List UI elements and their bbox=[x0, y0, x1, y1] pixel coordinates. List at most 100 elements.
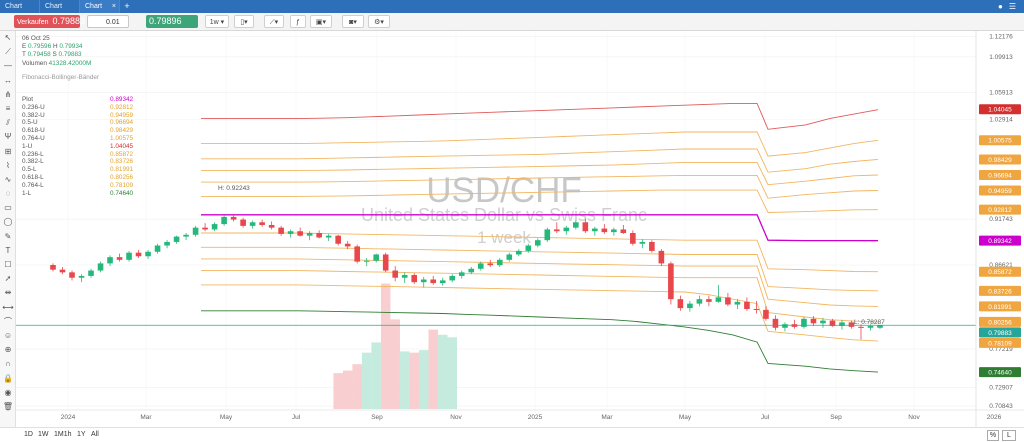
fib-level-label: 0.236-U bbox=[22, 103, 45, 111]
candle-body bbox=[468, 268, 475, 273]
ruler-icon[interactable]: ⇹ bbox=[4, 288, 12, 298]
range-1m1h-button[interactable]: 1M1h bbox=[54, 431, 72, 438]
fib-level-value: 1.00575 bbox=[110, 134, 134, 142]
candle-body bbox=[573, 222, 579, 228]
chart-type-dropdown[interactable]: ▯▾ bbox=[234, 15, 254, 28]
time-axis[interactable]: 2024 Mar May Jul Sep Nov 2025 Mar May Jul Sep Nov 20… bbox=[16, 409, 1024, 421]
price-axis-bg bbox=[976, 31, 1024, 427]
cycle-icon[interactable]: ◌ bbox=[5, 189, 11, 199]
price-tag bbox=[979, 337, 1021, 348]
range-1d-button[interactable]: 1D bbox=[24, 431, 33, 438]
quantity-input[interactable]: 0.01 bbox=[87, 15, 129, 28]
menu-icon[interactable]: ☰ bbox=[1008, 2, 1016, 11]
layout-dropdown[interactable]: ▣▾ bbox=[310, 15, 332, 28]
sell-price: 0.79883 bbox=[52, 16, 86, 26]
price-chart[interactable]: USD/CHF United States Dollar vs Swiss Fr… bbox=[16, 31, 1024, 427]
measure-icon[interactable]: ⟷ bbox=[2, 302, 14, 312]
fork-icon[interactable]: ⋔ bbox=[4, 89, 12, 99]
candle-body bbox=[515, 250, 522, 255]
x-tick-label: Jul bbox=[292, 414, 301, 421]
callout-icon[interactable]: ☐ bbox=[4, 260, 12, 269]
price-tag-label: 1.00575 bbox=[988, 138, 1012, 145]
volume-bar bbox=[380, 283, 391, 409]
price-axis[interactable]: 1.12176 1.09913 1.05913 1.02914 0.91743 0.866… bbox=[975, 31, 1024, 427]
candle-body bbox=[50, 265, 56, 270]
candle-body bbox=[639, 241, 646, 244]
pitchfork-icon[interactable]: Ψ bbox=[4, 132, 12, 142]
fibonacci-bands bbox=[201, 102, 879, 373]
text-icon[interactable]: T bbox=[5, 245, 11, 255]
fib-icon[interactable]: ≡ bbox=[5, 103, 11, 113]
candle-body bbox=[668, 263, 674, 300]
rect-icon[interactable]: ▭ bbox=[4, 203, 12, 213]
band-0382-l bbox=[201, 246, 879, 292]
settings-dropdown[interactable]: ⚙▾ bbox=[368, 15, 390, 28]
log-scale-button[interactable]: L bbox=[1002, 430, 1016, 441]
tab-chart-1[interactable]: Chart bbox=[0, 0, 40, 13]
trash-icon[interactable]: 🗑 bbox=[2, 401, 14, 411]
pointer-icon[interactable]: ↖ bbox=[4, 33, 12, 42]
x-tick-label: 2025 bbox=[528, 414, 543, 421]
fib-row: 0.764-U 1.00575 bbox=[22, 135, 182, 143]
sell-button[interactable]: Verkaufen 0.79883 bbox=[14, 15, 85, 28]
band-0618-u bbox=[201, 148, 879, 173]
screenshot-dropdown[interactable]: ◙▾ bbox=[342, 15, 364, 28]
candle-body bbox=[69, 272, 75, 278]
band-0236-u bbox=[201, 189, 879, 213]
ellipse-icon[interactable]: ◯ bbox=[3, 217, 13, 227]
range-1w-button[interactable]: 1W bbox=[38, 431, 49, 438]
fib-row: 0.382-U 0.94959 bbox=[22, 112, 182, 120]
y-tick-label: 1.12176 bbox=[989, 34, 1013, 41]
magnet-icon[interactable]: ∩ bbox=[5, 359, 11, 369]
new-tab-button[interactable]: + bbox=[124, 1, 130, 11]
price-tag-label: 0.89342 bbox=[988, 238, 1012, 245]
candle-body bbox=[278, 227, 284, 234]
buy-button[interactable]: 0.79896 Kaufen bbox=[146, 15, 198, 39]
y-tick-label: 0.77219 bbox=[989, 346, 1013, 353]
pattern-icon[interactable]: ⌇ bbox=[6, 160, 10, 170]
indicator-name[interactable]: Fibonacci-Bollinger-Bänder bbox=[22, 73, 100, 81]
emoji-icon[interactable]: ☺ bbox=[3, 330, 13, 340]
toolbar: Verkaufen 0.79883 0.01 0.79896 Kaufen 1w … bbox=[0, 13, 1024, 39]
candle-body bbox=[354, 246, 360, 262]
lock-icon[interactable]: 🔒 bbox=[3, 373, 13, 383]
fib-level-label: 0.382-U bbox=[22, 111, 45, 119]
price-tag-label: 0.98429 bbox=[988, 157, 1012, 164]
price-tag bbox=[979, 235, 1021, 246]
gann-icon[interactable]: ⊞ bbox=[4, 146, 12, 156]
range-1y-button[interactable]: 1Y bbox=[77, 431, 86, 438]
arc-icon[interactable]: ⌒ bbox=[4, 316, 12, 326]
trendline-icon[interactable]: ⟋ bbox=[5, 47, 11, 57]
zoom-icon[interactable]: ⊕ bbox=[4, 345, 12, 355]
range-all-button[interactable]: All bbox=[91, 431, 99, 438]
price-tag-label: 0.80256 bbox=[988, 319, 1012, 326]
legend-low-close: T 0.79458 S 0.79883 bbox=[22, 51, 82, 59]
camera-icon: ◙▾ bbox=[349, 19, 357, 26]
hline-icon[interactable]: — bbox=[4, 61, 12, 71]
candle-body bbox=[97, 263, 104, 271]
brush-icon[interactable]: ✎ bbox=[4, 231, 12, 241]
x-tick-label: Mar bbox=[140, 414, 152, 421]
percent-scale-button[interactable]: % bbox=[987, 430, 999, 441]
range-icon[interactable]: ↔ bbox=[4, 75, 12, 85]
draw-tool-dropdown[interactable]: ⟋▾ bbox=[264, 15, 284, 28]
candle-body bbox=[810, 318, 817, 324]
fib-level-label: 0.382-L bbox=[22, 158, 44, 166]
close-icon[interactable]: × bbox=[111, 3, 116, 10]
candle-body bbox=[649, 241, 655, 251]
wave-icon[interactable]: ∿ bbox=[4, 174, 12, 184]
tab-chart-2[interactable]: Chart bbox=[40, 0, 80, 13]
arrow-icon[interactable]: ➚ bbox=[4, 274, 12, 284]
candle-body bbox=[611, 229, 617, 233]
timeframe-dropdown[interactable]: 1w ▾ bbox=[205, 15, 229, 28]
tab-chart-3[interactable]: Chart × bbox=[80, 0, 120, 13]
volume-bars bbox=[333, 283, 457, 409]
ohlc-legend: 06 Oct 25 E 0.79596 H 0.79934 T 0.79458 … bbox=[22, 35, 182, 82]
indicator-button[interactable]: ƒ bbox=[290, 15, 306, 28]
x-tick-label: May bbox=[679, 414, 692, 421]
candle-body bbox=[202, 227, 208, 230]
eye-icon[interactable]: ◉ bbox=[4, 387, 12, 397]
candle-body bbox=[59, 269, 66, 273]
channel-icon[interactable]: ⫽ bbox=[6, 118, 10, 128]
profile-icon[interactable]: ● bbox=[997, 2, 1003, 11]
